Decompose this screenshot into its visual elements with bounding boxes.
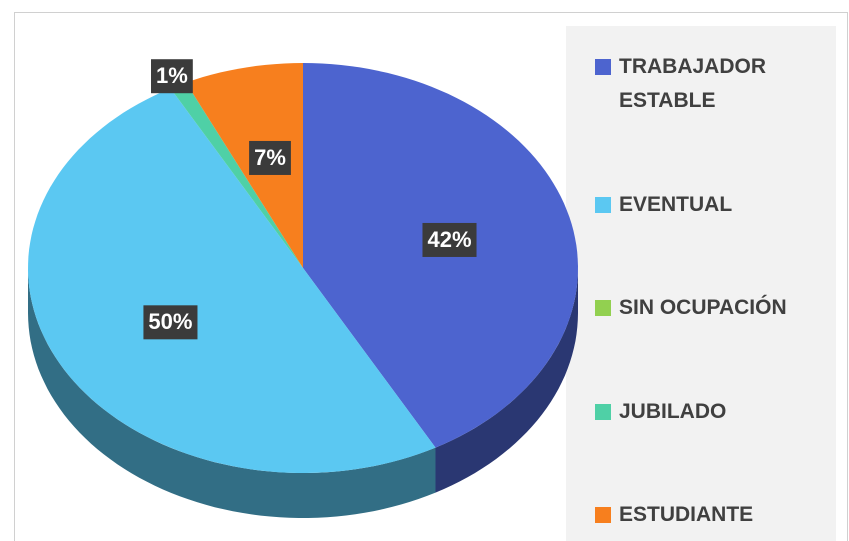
- legend-label: TRABAJADOR ESTABLE: [619, 55, 766, 112]
- pie-slice: [170, 82, 303, 268]
- legend-swatch: [595, 59, 611, 75]
- legend-item: ESTUDIANTE: [595, 498, 825, 532]
- legend-item: TRABAJADOR ESTABLE: [595, 50, 825, 118]
- legend-label: SIN OCUPACIÓN: [619, 296, 787, 319]
- chart-frame: [14, 12, 848, 541]
- data-label: 1%: [156, 63, 188, 88]
- legend-swatch: [595, 403, 611, 420]
- data-label-box: [422, 222, 477, 257]
- legend-item: SIN OCUPACIÓN: [595, 291, 825, 325]
- data-label: 42%: [427, 227, 471, 252]
- legend-swatch: [595, 300, 611, 316]
- data-label: 7%: [254, 145, 286, 170]
- legend-label: ESTUDIANTE: [619, 503, 754, 526]
- legend-item: JUBILADO: [595, 395, 825, 429]
- legend-item: EVENTUAL: [595, 188, 825, 222]
- data-label-box: [151, 59, 193, 94]
- pie-slice: [28, 88, 436, 474]
- pie-slice: [185, 63, 303, 268]
- legend-panel: [566, 26, 836, 541]
- data-label-box: [143, 305, 198, 340]
- legend-swatch: [595, 507, 611, 523]
- pie-side: [435, 268, 578, 493]
- legend-label: EVENTUAL: [619, 192, 733, 216]
- legend-swatch: [595, 196, 611, 213]
- legend: TRABAJADOR ESTABLE EVENTUAL SIN OCUPACIÓN J…: [595, 50, 825, 532]
- data-label-box: [249, 140, 291, 175]
- pie-side: [28, 268, 436, 518]
- legend-label: JUBILADO: [619, 399, 727, 423]
- data-label: 50%: [148, 309, 192, 334]
